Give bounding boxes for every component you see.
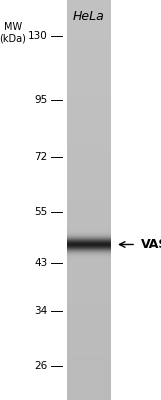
Text: 34: 34: [34, 306, 47, 316]
Text: 130: 130: [28, 31, 47, 41]
Text: 55: 55: [34, 207, 47, 217]
Text: 72: 72: [34, 152, 47, 162]
Text: 43: 43: [34, 258, 47, 268]
Text: MW
(kDa): MW (kDa): [0, 22, 26, 44]
Text: 95: 95: [34, 95, 47, 105]
Text: VASP: VASP: [141, 238, 161, 251]
Text: 26: 26: [34, 361, 47, 371]
Text: HeLa: HeLa: [73, 10, 104, 23]
